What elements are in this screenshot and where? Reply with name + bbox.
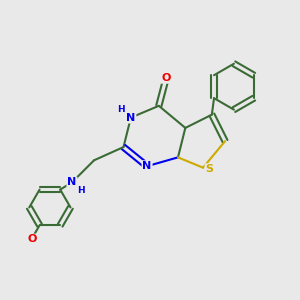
Text: H: H (78, 186, 85, 195)
Text: H: H (117, 105, 124, 114)
Text: N: N (126, 112, 136, 123)
Text: N: N (142, 161, 152, 171)
Text: N: N (67, 177, 76, 188)
Text: O: O (161, 73, 171, 83)
Text: S: S (206, 164, 214, 174)
Text: O: O (28, 235, 37, 244)
